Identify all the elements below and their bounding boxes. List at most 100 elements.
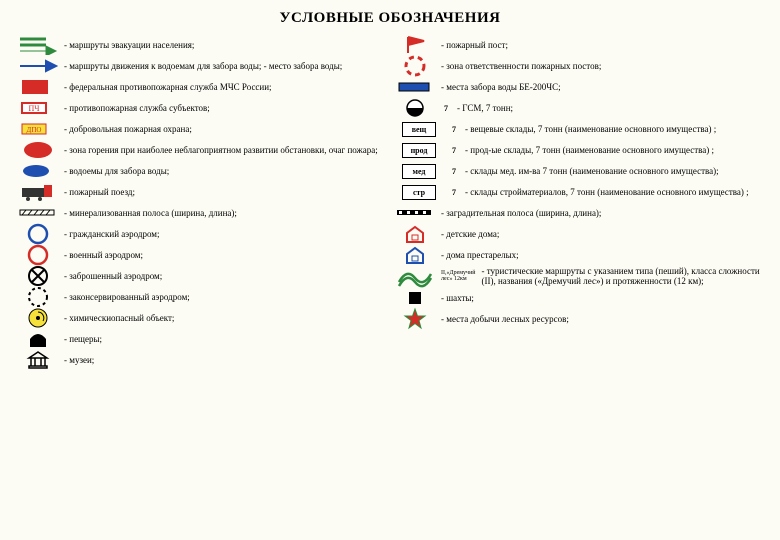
fire-zone-icon [18,140,58,160]
warehouse-tag: прод [402,143,436,158]
legend-row: - заброшенный аэродром; [18,266,385,286]
legend-text: - места забора воды БЕ-200ЧС; [441,82,561,92]
legend-text: - гражданский аэродром; [64,229,160,239]
tag-icon: мед [395,161,443,181]
pch-box-icon: ПЧ [18,98,58,118]
legend-text: - склады мед. им-ва 7 тонн (наименование… [465,166,719,176]
quantity-label: 7 [449,146,459,155]
quantity-label: 7 [449,125,459,134]
right-column: - пожарный пост; - зона ответственности п… [395,35,762,370]
legend-text: - законсервированный аэродром; [64,292,190,302]
legend-text: - музеи; [64,355,94,365]
legend-text: - военный аэродром; [64,250,143,260]
legend-row: - пещеры; [18,329,385,349]
page-title: УСЛОВНЫЕ ОБОЗНАЧЕНИЯ [18,10,762,27]
warehouse-tag: стр [402,185,436,200]
quantity-label: 7 [449,188,459,197]
legend-text: - шахты; [441,293,474,303]
legend-text: - водоемы для забора воды; [64,166,169,176]
legend-row: - законсервированный аэродром; [18,287,385,307]
train-icon [18,182,58,202]
svg-text:ПЧ: ПЧ [29,104,40,113]
legend-text: - химическиопасный объект; [64,313,174,323]
cave-icon [18,329,58,349]
legend-text: - минерализованная полоса (ширина, длина… [64,208,237,218]
star-icon [395,309,435,329]
warehouse-tag: вещ [402,122,436,137]
legend-row: - места добычи лесных ресурсов; [395,309,762,329]
pond-icon [18,161,58,181]
legend-row: 7 - ГСМ, 7 тонн; [395,98,762,118]
evac-arrow-icon [18,35,58,55]
legend-row: - водоемы для забора воды; [18,161,385,181]
legend-row: - гражданский аэродром; [18,224,385,244]
legend-text: - федеральная противопожарная служба МЧС… [64,82,272,92]
mineral-icon [18,203,58,223]
legend-row: мед 7 - склады мед. им-ва 7 тонн (наименов… [395,161,762,181]
legend-text: - туристические маршруты с указанием тип… [482,266,763,287]
legend-row: - детские дома; [395,224,762,244]
legend-text: - прод-ые склады, 7 тонн (наименование о… [465,145,714,155]
legend-text: - зона горения при наиболее неблагоприят… [64,145,378,155]
route-caption: II,«Дремучий лес» 12км [441,270,476,282]
legend-text: - противопожарная служба субъектов; [64,103,210,113]
legend-row: - пожарный поезд; [18,182,385,202]
legend-row: - зона горения при наиболее неблагоприят… [18,140,385,160]
legend-text: - пожарный поезд; [64,187,135,197]
mine-icon [395,288,435,308]
legend-row: вещ 7 - вещевые склады, 7 тонн (наименован… [395,119,762,139]
legend-text: - склады стройматериалов, 7 тонн (наимен… [465,187,749,197]
legend-text: - пожарный пост; [441,40,508,50]
legend-row: стр 7 - склады стройматериалов, 7 тонн (на… [395,182,762,202]
warehouse-tag: мед [402,164,436,179]
legend-row: - заградительная полоса (ширина, длина); [395,203,762,223]
legend-text: - вещевые склады, 7 тонн (наименование о… [465,124,716,134]
legend-text: - ГСМ, 7 тонн; [457,103,513,113]
legend-row: ПЧ - противопожарная служба субъектов; [18,98,385,118]
legend-row: - дома престарелых; [395,245,762,265]
circle-cross-icon [18,266,58,286]
legend-row: II,«Дремучий лес» 12км - туристические ма… [395,266,762,287]
legend-text: - заброшенный аэродром; [64,271,162,281]
tag-icon: вещ [395,119,443,139]
circle-red-icon [18,245,58,265]
fps-box-icon [18,77,58,97]
chem-icon [18,308,58,328]
svg-text:ДПО: ДПО [27,126,42,134]
quantity-label: 7 [441,104,451,113]
legend-text: - заградительная полоса (ширина, длина); [441,208,601,218]
tag-icon: прод [395,140,443,160]
legend-text: - пещеры; [64,334,102,344]
legend-text: - зона ответственности пожарных постов; [441,61,601,71]
route-icon [395,266,435,286]
tag-icon: стр [395,182,443,202]
fire-post-icon [395,35,435,55]
legend-page: УСЛОВНЫЕ ОБОЗНАЧЕНИЯ - маршруты эвакуаци… [0,0,780,540]
resp-zone-icon [395,56,435,76]
circle-dashed-icon [18,287,58,307]
legend-row: - музеи; [18,350,385,370]
legend-row: - военный аэродром; [18,245,385,265]
legend-row: - зона ответственности пожарных постов; [395,56,762,76]
legend-row: - шахты; [395,288,762,308]
legend-row: ДПО - добровольная пожарная охрана; [18,119,385,139]
legend-row: - минерализованная полоса (ширина, длина… [18,203,385,223]
legend-row: - федеральная противопожарная служба МЧС… [18,77,385,97]
museum-icon [18,350,58,370]
legend-text: - места добычи лесных ресурсов; [441,314,569,324]
quantity-label: 7 [449,167,459,176]
left-column: - маршруты эвакуации населения; - маршрут… [18,35,385,370]
circle-blue-icon [18,224,58,244]
be200-icon [395,77,435,97]
legend-text: - маршруты эвакуации населения; [64,40,194,50]
legend-row: - пожарный пост; [395,35,762,55]
legend-row: - места забора воды БЕ-200ЧС; [395,77,762,97]
legend-text: - детские дома; [441,229,499,239]
legend-text: - маршруты движения к водоемам для забор… [64,61,342,71]
dpo-box-icon: ДПО [18,119,58,139]
legend-row: прод 7 - прод-ые склады, 7 тонн (наименова… [395,140,762,160]
legend-row: - маршруты движения к водоемам для забор… [18,56,385,76]
legend-grid: - маршруты эвакуации населения; - маршрут… [18,35,762,370]
legend-text: - добровольная пожарная охрана; [64,124,192,134]
house-red-icon [395,224,435,244]
